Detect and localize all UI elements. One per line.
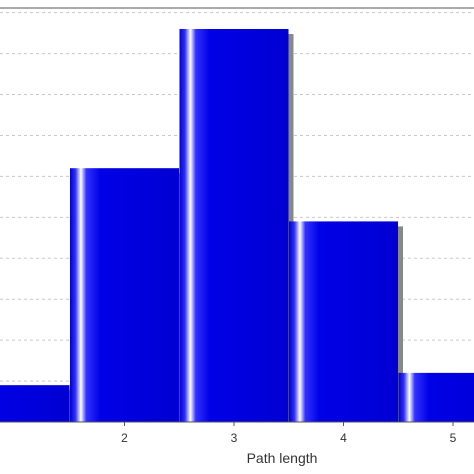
histogram-bar: [398, 372, 474, 422]
x-axis-label: Path length: [247, 450, 318, 466]
x-tick-label: 4: [340, 431, 347, 445]
x-tick-label: 2: [121, 431, 128, 445]
x-tick-label: 3: [231, 431, 238, 445]
histogram-bar: [0, 385, 70, 422]
histogram-bar: [70, 168, 179, 422]
histogram-bar: [289, 221, 398, 422]
histogram-bar: [179, 29, 289, 422]
x-tick-labels: 2 3 4 5: [121, 422, 457, 445]
x-tick-label: 5: [450, 431, 457, 445]
bars: [0, 29, 474, 422]
